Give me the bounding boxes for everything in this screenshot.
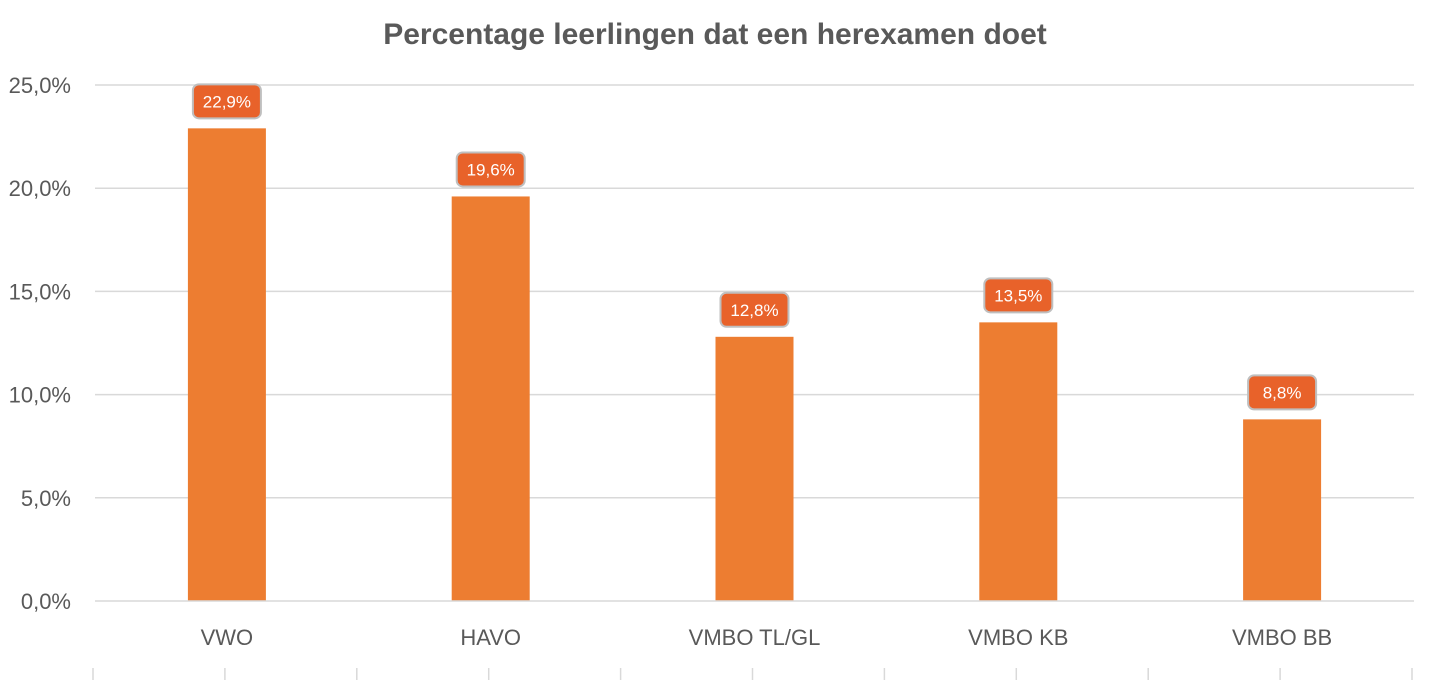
data-label: 12,8% <box>730 301 778 320</box>
data-label: 22,9% <box>203 92 251 111</box>
y-tick-label: 15,0% <box>9 279 71 304</box>
data-label-box <box>719 291 790 328</box>
data-label-box <box>983 277 1054 314</box>
bar <box>451 196 530 601</box>
data-label-box <box>455 151 526 188</box>
chart-title: Percentage leerlingen dat een herexamen … <box>383 18 1047 51</box>
x-tick-label: VMBO BB <box>1232 625 1332 650</box>
y-axis-ticks: 0,0% 5,0% 10,0% 15,0% 20,0% 25,0% <box>9 73 71 614</box>
x-tick-label: VMBO KB <box>968 625 1068 650</box>
bar <box>715 336 794 601</box>
bar <box>187 128 266 601</box>
x-tick-label: VMBO TL/GL <box>689 625 821 650</box>
data-label-box <box>1247 374 1318 411</box>
data-label: 8,8% <box>1263 383 1302 402</box>
y-tick-label: 10,0% <box>9 383 71 408</box>
x-tick-label: VWO <box>201 625 254 650</box>
x-axis-ticks: VWO HAVO VMBO TL/GL VMBO KB VMBO BB <box>201 625 1333 650</box>
data-label: 13,5% <box>994 286 1042 305</box>
gridlines <box>95 84 1414 499</box>
x-axis-minor-ticks <box>92 668 1413 680</box>
y-tick-label: 20,0% <box>9 176 71 201</box>
y-tick-label: 25,0% <box>9 73 71 98</box>
data-label: 19,6% <box>467 160 515 179</box>
bar <box>1243 419 1322 601</box>
y-tick-label: 0,0% <box>21 589 71 614</box>
data-label-box <box>191 83 262 120</box>
data-labels: 22,9% 19,6% 12,8% 13,5% 8,8% <box>191 83 1318 411</box>
bar <box>979 322 1058 601</box>
bars <box>187 128 1322 601</box>
x-tick-label: HAVO <box>460 625 521 650</box>
y-tick-label: 5,0% <box>21 486 71 511</box>
